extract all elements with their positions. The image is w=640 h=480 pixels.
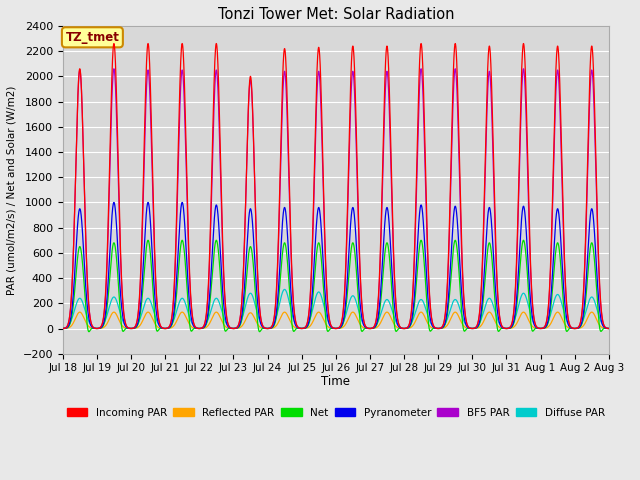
Title: Tonzi Tower Met: Solar Radiation: Tonzi Tower Met: Solar Radiation [218, 7, 454, 22]
X-axis label: Time: Time [321, 375, 350, 388]
Y-axis label: PAR (umol/m2/s) / Net and Solar (W/m2): PAR (umol/m2/s) / Net and Solar (W/m2) [7, 85, 17, 295]
Text: TZ_tmet: TZ_tmet [65, 31, 119, 44]
Legend: Incoming PAR, Reflected PAR, Net, Pyranometer, BF5 PAR, Diffuse PAR: Incoming PAR, Reflected PAR, Net, Pyrano… [63, 405, 608, 420]
